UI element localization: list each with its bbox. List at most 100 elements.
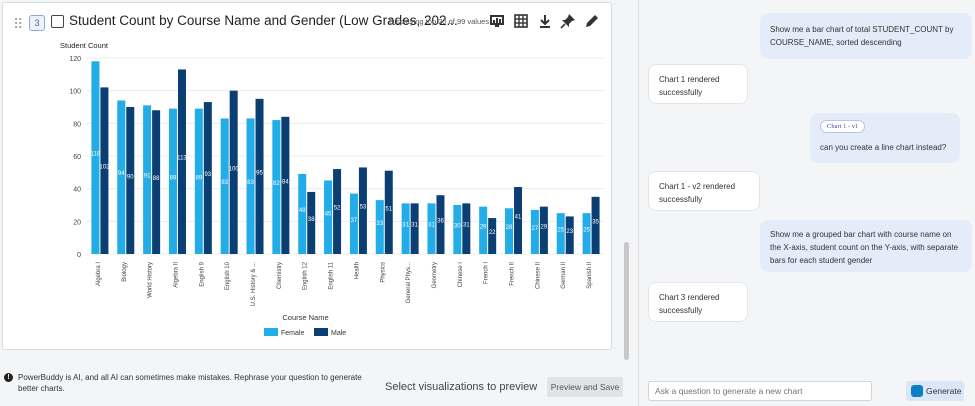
data-label: 31: [463, 223, 470, 229]
bar-female: [91, 61, 100, 255]
x-tick-label: English 10: [225, 261, 231, 290]
x-tick-label: Algebra I: [96, 262, 102, 286]
legend-label-male: Male: [331, 330, 346, 337]
vertical-scrollbar[interactable]: [624, 242, 629, 360]
data-label: 37: [351, 218, 358, 224]
data-label: 29: [480, 224, 487, 230]
bar-female: [427, 203, 436, 254]
visualization-panel: ⠿ 3 Student Count by Course Name and Gen…: [2, 2, 629, 397]
x-tick-label: English 12: [303, 261, 309, 290]
bot-message-1: Chart 1 rendered successfully: [648, 64, 748, 104]
data-label: 88: [153, 176, 160, 182]
legend-label-female: Female: [281, 330, 304, 337]
x-tick-label: Chinese II: [535, 262, 541, 289]
select-visualizations-label: Select visualizations to preview: [385, 381, 538, 393]
generate-button[interactable]: Generate: [906, 381, 964, 401]
data-label: 51: [385, 206, 392, 212]
y-axis-title: Student Count: [60, 41, 109, 50]
bar-male: [100, 87, 109, 255]
data-label: 30: [454, 224, 461, 230]
bar-female: [272, 120, 281, 254]
bar-male: [514, 187, 523, 254]
user-message-1-text: Show me a bar chart of total STUDENT_COU…: [770, 25, 954, 47]
bar-female: [246, 118, 255, 254]
bar-male: [281, 116, 290, 254]
data-label: 84: [282, 179, 289, 185]
legend-swatch-male: [314, 328, 328, 336]
display-info: Displaying top 20 of 99 values: [389, 17, 490, 26]
y-tick-label: 120: [69, 56, 81, 63]
data-label: 22: [489, 230, 496, 236]
data-label: 41: [515, 215, 522, 221]
data-label: 36: [437, 219, 444, 225]
chart-version-chip[interactable]: Chart 1 - v1: [820, 120, 866, 133]
drag-handle-icon[interactable]: ⠿: [13, 16, 23, 32]
bar-male: [152, 110, 161, 255]
x-tick-label: Chinese I: [458, 262, 464, 288]
generate-label: Generate: [926, 386, 962, 396]
data-label: 53: [360, 205, 367, 211]
bar-male: [333, 169, 342, 254]
chart-view-icon[interactable]: [489, 13, 505, 29]
bar-chart: 0 20 40 60 80 100 120 Student Count 118 102 Algebr…: [60, 41, 604, 337]
data-label: 49: [299, 208, 306, 214]
bar-female: [349, 193, 358, 254]
bar-male: [126, 107, 135, 254]
x-tick-label: Chemistry: [277, 262, 283, 289]
bar-male: [177, 69, 186, 254]
edit-icon[interactable]: [584, 13, 600, 29]
data-label: 91: [144, 174, 151, 180]
bar-male: [384, 170, 393, 254]
data-label: 95: [256, 170, 263, 176]
data-label: 29: [541, 224, 548, 230]
bot-message-2-text: Chart 1 - v2 rendered successfully: [659, 182, 736, 204]
bar-male: [436, 195, 445, 254]
bar-female: [298, 173, 307, 254]
data-label: 38: [308, 217, 315, 223]
bot-message-1-text: Chart 1 rendered successfully: [659, 75, 720, 97]
data-label: 45: [325, 211, 332, 217]
download-icon[interactable]: [537, 13, 553, 29]
bar-female: [530, 209, 539, 254]
data-label: 35: [592, 219, 599, 225]
data-label: 102: [99, 165, 110, 171]
bar-male: [229, 90, 238, 255]
data-label: 31: [411, 223, 418, 229]
x-tick-label: World History: [148, 262, 154, 298]
bar-female: [324, 180, 333, 254]
data-label: 82: [273, 181, 280, 187]
y-tick-label: 40: [73, 187, 81, 194]
user-message-2: Chart 1 - v1 can you create a line chart…: [810, 113, 960, 163]
table-icon[interactable]: [513, 13, 529, 29]
generate-icon: [911, 385, 923, 397]
data-label: 33: [376, 221, 383, 227]
x-tick-label: Algebra II: [173, 262, 179, 288]
data-label: 27: [532, 226, 539, 232]
legend-swatch-female: [264, 328, 278, 336]
bar-male: [358, 167, 367, 254]
y-tick-label: 80: [73, 121, 81, 128]
pin-icon[interactable]: [560, 13, 576, 29]
bot-message-3-text: Chart 3 rendered successfully: [659, 293, 720, 315]
preview-and-save-button[interactable]: Preview and Save: [547, 377, 623, 397]
panel-divider: [638, 0, 639, 406]
bar-male: [203, 102, 212, 254]
data-label: 100: [229, 166, 240, 172]
user-message-1: Show me a bar chart of total STUDENT_COU…: [760, 13, 972, 59]
data-label: 28: [506, 225, 513, 231]
data-label: 25: [583, 228, 590, 234]
y-tick-label: 100: [69, 89, 81, 96]
bar-female: [505, 208, 514, 254]
user-message-3-text: Show me a grouped bar chart with course …: [770, 230, 959, 265]
chat-input[interactable]: [648, 381, 872, 401]
x-tick-label: French II: [510, 262, 516, 286]
x-tick-label: Health: [354, 262, 360, 279]
data-label: 52: [334, 206, 341, 212]
select-chart-checkbox[interactable]: [51, 15, 64, 28]
user-message-3: Show me a grouped bar chart with course …: [760, 220, 972, 272]
data-label: 94: [118, 171, 125, 177]
y-tick-label: 60: [73, 154, 81, 161]
data-label: 118: [91, 152, 101, 158]
disclaimer-text: PowerBuddy is AI, and all AI can sometim…: [18, 373, 362, 393]
bar-female: [401, 203, 410, 254]
